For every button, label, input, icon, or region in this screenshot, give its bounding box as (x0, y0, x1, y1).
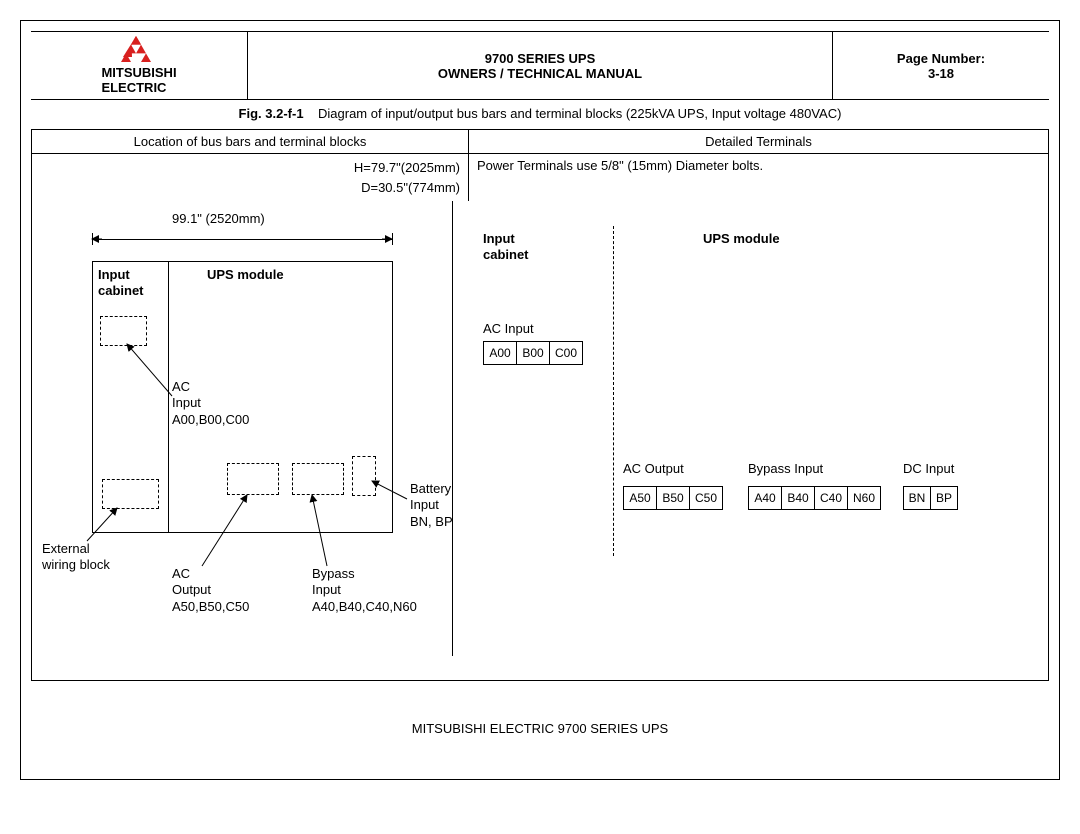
bypass-input-label: Bypass Input A40,B40,C40,N60 (312, 566, 417, 615)
r-ups-module: UPS module (703, 231, 780, 247)
battery-input-label: Battery Input BN, BP (410, 481, 453, 530)
term-cell: B40 (782, 487, 815, 509)
term-cell: N60 (848, 487, 880, 509)
page-label: Page Number: (841, 51, 1041, 66)
sub-header: Location of bus bars and terminal blocks… (32, 130, 1048, 154)
title-line1: 9700 SERIES UPS (256, 51, 824, 66)
term-cell: A50 (624, 487, 657, 509)
dim-line (92, 239, 392, 240)
right-panel: Input cabinet UPS module AC Input A00 B0… (453, 201, 1048, 656)
fig-text: Diagram of input/output bus bars and ter… (318, 106, 841, 121)
bypass-input-box (292, 463, 344, 495)
mitsubishi-logo (121, 36, 151, 65)
term-cell: C40 (815, 487, 848, 509)
term-cell: BP (931, 487, 957, 509)
figure-caption: Fig. 3.2-f-1 Diagram of input/output bus… (31, 106, 1049, 121)
term-cell: B50 (657, 487, 690, 509)
content-row: 99.1" (2520mm) Input cabinet UPS module (32, 201, 1048, 656)
left-panel: 99.1" (2520mm) Input cabinet UPS module (32, 201, 453, 656)
r-bypass-input-label: Bypass Input (748, 461, 823, 477)
ac-input-label: AC Input A00,B00,C00 (172, 379, 249, 428)
r-input-cabinet: Input cabinet (483, 231, 529, 264)
subheader-left: Location of bus bars and terminal blocks (32, 130, 469, 153)
dim-tick-left (92, 233, 93, 245)
ac-output-terminals: A50 B50 C50 (623, 486, 723, 510)
company-line2: ELECTRIC (101, 80, 166, 95)
term-cell: B00 (517, 342, 550, 364)
battery-input-box (352, 456, 376, 496)
ext-wiring-box (102, 479, 159, 509)
ext-wiring-label: External wiring block (42, 541, 110, 574)
input-cabinet-label: Input cabinet (98, 267, 144, 300)
term-cell: C50 (690, 487, 722, 509)
dim-tick-right (392, 233, 393, 245)
bypass-input-terminals: A40 B40 C40 N60 (748, 486, 881, 510)
r-dc-input-label: DC Input (903, 461, 954, 477)
ac-input-box (100, 316, 147, 346)
main-diagram-box: Location of bus bars and terminal blocks… (31, 129, 1049, 681)
term-cell: BN (904, 487, 931, 509)
page: MITSUBISHI ELECTRIC 9700 SERIES UPS OWNE… (20, 20, 1060, 780)
term-cell: A40 (749, 487, 782, 509)
header-company: MITSUBISHI ELECTRIC (31, 32, 248, 99)
vertical-dash (613, 226, 614, 556)
ac-output-label: AC Output A50,B50,C50 (172, 566, 249, 615)
ac-output-box (227, 463, 279, 495)
page-num: 3-18 (841, 66, 1041, 81)
company-line1: MITSUBISHI (101, 65, 176, 80)
dim-d: D=30.5"(774mm) (361, 180, 460, 195)
r-ac-output-label: AC Output (623, 461, 684, 477)
ac-input-terminals: A00 B00 C00 (483, 341, 583, 365)
term-cell: A00 (484, 342, 517, 364)
header-row: MITSUBISHI ELECTRIC 9700 SERIES UPS OWNE… (31, 31, 1049, 100)
power-note: Power Terminals use 5/8" (15mm) Diameter… (469, 154, 1048, 201)
footer: MITSUBISHI ELECTRIC 9700 SERIES UPS (31, 721, 1049, 736)
header-page: Page Number: 3-18 (833, 32, 1049, 99)
dim-h: H=79.7"(2025mm) (354, 160, 460, 175)
header-title: 9700 SERIES UPS OWNERS / TECHNICAL MANUA… (248, 32, 833, 99)
dims-left: H=79.7"(2025mm) D=30.5"(774mm) (32, 154, 469, 201)
dims-row: H=79.7"(2025mm) D=30.5"(774mm) Power Ter… (32, 154, 1048, 201)
fig-number: Fig. 3.2-f-1 (239, 106, 304, 121)
term-cell: C00 (550, 342, 582, 364)
dim-w: 99.1" (2520mm) (172, 211, 265, 227)
title-line2: OWNERS / TECHNICAL MANUAL (256, 66, 824, 81)
r-ac-input-label: AC Input (483, 321, 534, 337)
subheader-right: Detailed Terminals (469, 130, 1048, 153)
dc-input-terminals: BN BP (903, 486, 958, 510)
ups-module-label: UPS module (207, 267, 284, 283)
